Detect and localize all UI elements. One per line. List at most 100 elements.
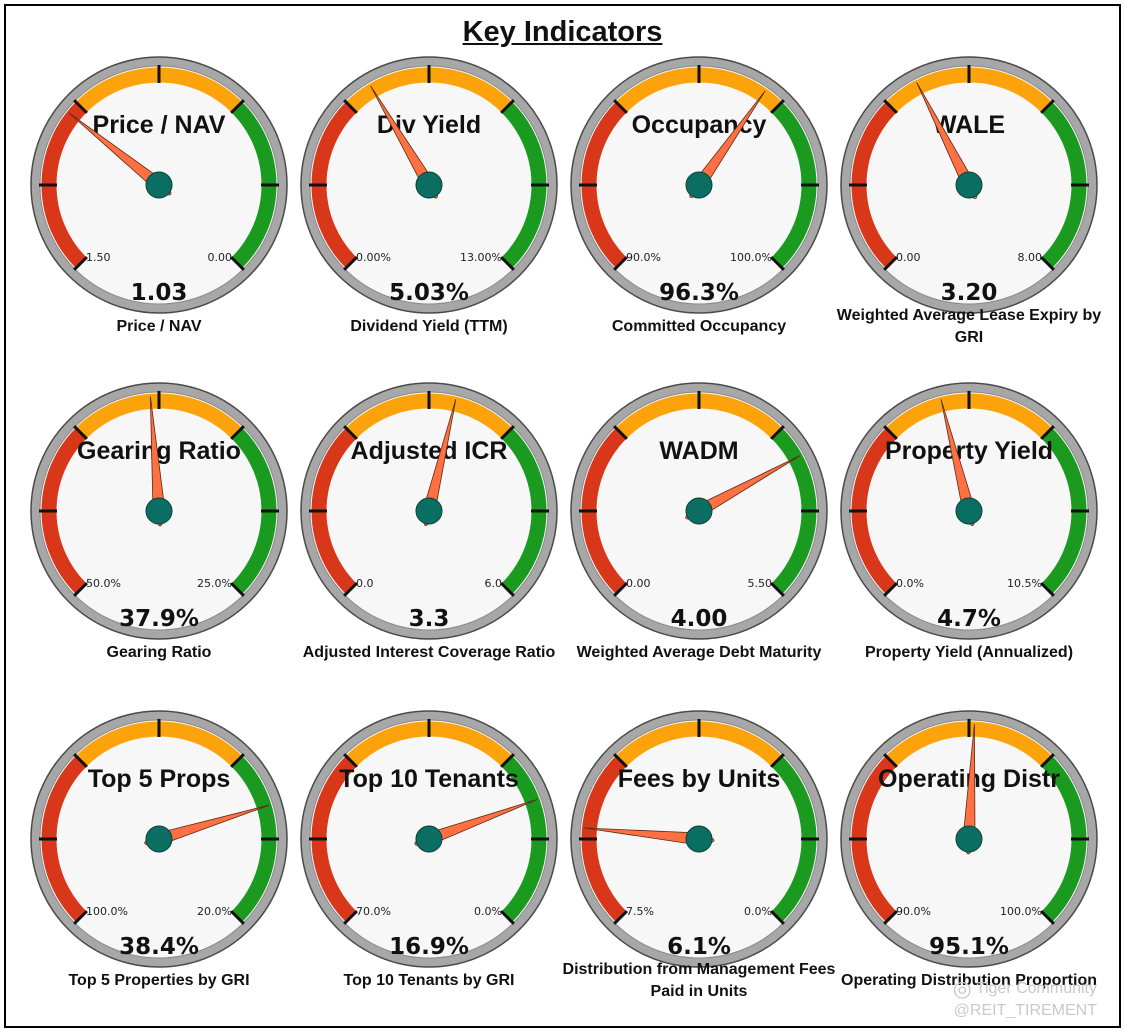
gauge-card: Adjusted ICR 0.0 6.0 3.3 Adjusted Interest C…: [294, 376, 564, 666]
gauge-min-label: 7.5%: [626, 905, 654, 918]
gauge-hub: [955, 497, 983, 525]
gauge-tick: [770, 582, 785, 597]
gauge-tick: [1040, 425, 1055, 440]
gauge-hub: [145, 825, 173, 853]
gauge-card: Fees by Units 7.5% 0.0% 6.1% Distribution fr…: [563, 704, 835, 1000]
gauge-min-label: 0.00: [896, 251, 921, 264]
gauge-hub: [955, 825, 983, 853]
gauge-hub: [415, 825, 443, 853]
watermark-line2: @REIT_TIREMENT: [953, 1002, 1097, 1019]
gauge-title: Top 5 Props: [88, 765, 231, 793]
gauge-tick: [1040, 910, 1055, 925]
gauge-value: 1.03: [131, 280, 188, 306]
gauge-caption: Property Yield (Annualized): [864, 644, 1074, 661]
gauge-tick: [883, 753, 898, 768]
gauge-tick: [230, 425, 245, 440]
gauge-card: Div Yield 0.00% 13.00% 5.03% Dividend Yield …: [294, 50, 564, 340]
gauge-card: WALE 0.00 8.00 3.20 Weighted Average Lease E…: [834, 50, 1104, 346]
gauge-hub: [145, 497, 173, 525]
watermark: ◎ Tiger Community @REIT_TIREMENT: [953, 977, 1097, 1022]
gauge-chart: Top 10 Tenants 70.0% 0.0% 16.9%: [300, 710, 558, 968]
gauge-caption: Adjusted Interest Coverage Ratio: [302, 644, 556, 661]
gauge-tick: [1040, 256, 1055, 271]
gauge-chart: Top 5 Props 100.0% 20.0% 38.4%: [30, 710, 288, 968]
gauge-caption: Top 10 Tenants by GRI: [343, 972, 515, 989]
gauge-caption: Price / NAV: [116, 318, 202, 335]
gauge-max-label: 25.0%: [197, 577, 232, 590]
gauge-chart: Price / NAV 1.50 0.00 1.03: [30, 56, 288, 314]
gauge-tick: [883, 582, 898, 597]
gauge-caption: Weighted Average Lease Expiry by GRI: [836, 307, 1102, 346]
gauge-tick: [73, 256, 88, 271]
gauge-hub: [685, 171, 713, 199]
gauge-tick: [73, 910, 88, 925]
gauge-max-label: 100.0%: [730, 251, 772, 264]
gauge-title: Top 10 Tenants: [339, 765, 519, 793]
gauge-tick: [613, 256, 628, 271]
gauge-min-label: 0.00%: [356, 251, 391, 264]
gauge-tick: [883, 256, 898, 271]
gauge-tick: [770, 425, 785, 440]
watermark-line1: Tiger Community: [975, 980, 1097, 997]
gauge-tick: [500, 99, 515, 114]
gauge-tick: [1040, 582, 1055, 597]
gauge-tick: [73, 753, 88, 768]
gauge-tick: [230, 910, 245, 925]
gauge-value: 95.1%: [929, 934, 1009, 960]
gauge-tick: [343, 910, 358, 925]
gauge-caption: Operating Distribution Proportion: [841, 972, 1097, 989]
gauge-max-label: 10.5%: [1007, 577, 1042, 590]
gauge-max-label: 0.00: [208, 251, 233, 264]
gauge-min-label: 70.0%: [356, 905, 391, 918]
gauge-card: Occupancy 90.0% 100.0% 96.3% Committed Occup…: [564, 50, 834, 340]
gauge-max-label: 13.00%: [460, 251, 502, 264]
gauge-title: WADM: [659, 437, 738, 465]
gauge-tick: [343, 582, 358, 597]
gauge-tick: [1040, 753, 1055, 768]
gauge-tick: [230, 582, 245, 597]
gauge-tick: [770, 753, 785, 768]
gauge-min-label: 90.0%: [626, 251, 661, 264]
gauge-title: Price / NAV: [93, 111, 226, 139]
gauge-value: 4.00: [671, 606, 728, 632]
gauge-min-label: 1.50: [86, 251, 111, 264]
gauge-value: 4.7%: [937, 606, 1001, 632]
gauge-tick: [343, 256, 358, 271]
gauge-value: 3.3: [409, 606, 450, 632]
gauge-chart: Gearing Ratio 50.0% 25.0% 37.9%: [30, 382, 288, 640]
gauge-tick: [73, 582, 88, 597]
gauge-tick: [73, 425, 88, 440]
gauge-tick: [230, 753, 245, 768]
gauge-tick: [343, 425, 358, 440]
gauge-max-label: 0.0%: [474, 905, 502, 918]
gauge-tick: [73, 99, 88, 114]
page-title: Key Indicators: [462, 16, 663, 48]
gauge-hub: [955, 171, 983, 199]
gauge-max-label: 6.0: [485, 577, 503, 590]
gauge-tick: [500, 910, 515, 925]
gauge-chart: WADM 0.00 5.50 4.00: [570, 382, 828, 640]
gauge-max-label: 100.0%: [1000, 905, 1042, 918]
gauge-tick: [613, 910, 628, 925]
gauge-tick: [343, 99, 358, 114]
gauge-chart: Property Yield 0.0% 10.5% 4.7%: [840, 382, 1098, 640]
gauge-title: Fees by Units: [618, 765, 781, 793]
gauge-title: Gearing Ratio: [77, 437, 241, 465]
gauge-min-label: 50.0%: [86, 577, 121, 590]
gauge-tick: [770, 256, 785, 271]
gauge-max-label: 5.50: [748, 577, 773, 590]
gauge-hub: [685, 497, 713, 525]
gauge-max-label: 0.0%: [744, 905, 772, 918]
gauge-value: 5.03%: [389, 280, 469, 306]
gauge-tick: [770, 910, 785, 925]
gauge-tick: [883, 910, 898, 925]
gauge-tick: [883, 99, 898, 114]
gauge-tick: [883, 425, 898, 440]
gauge-tick: [1040, 99, 1055, 114]
gauge-min-label: 100.0%: [86, 905, 128, 918]
gauge-tick: [500, 425, 515, 440]
